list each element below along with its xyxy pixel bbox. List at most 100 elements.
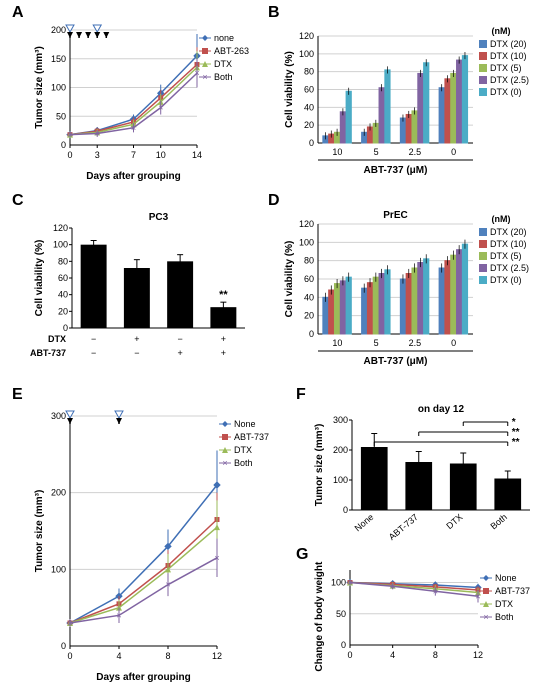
- svg-text:None: None: [495, 573, 517, 583]
- svg-text:50: 50: [56, 111, 66, 121]
- svg-text:100: 100: [51, 83, 66, 93]
- svg-text:DTX (0): DTX (0): [490, 275, 522, 285]
- svg-text:200: 200: [333, 445, 348, 455]
- svg-text:4: 4: [390, 650, 395, 660]
- svg-text:0: 0: [341, 640, 346, 650]
- svg-text:0: 0: [451, 338, 456, 348]
- svg-text:7: 7: [131, 150, 136, 160]
- svg-text:40: 40: [58, 290, 68, 300]
- svg-text:×: ×: [347, 578, 352, 588]
- svg-text:20: 20: [58, 306, 68, 316]
- svg-text:200: 200: [51, 25, 66, 35]
- chart-F: 0100200300on day 12Tumor size (mm³)NoneA…: [310, 400, 540, 550]
- svg-text:ABT-737: ABT-737: [495, 586, 530, 596]
- svg-text:200: 200: [51, 488, 66, 498]
- svg-text:**: **: [219, 289, 228, 301]
- svg-text:8: 8: [165, 651, 170, 661]
- svg-text:DTX (5): DTX (5): [490, 251, 522, 261]
- panel-label-A: A: [12, 4, 24, 22]
- svg-text:−: −: [91, 334, 96, 344]
- svg-text:0: 0: [347, 650, 352, 660]
- svg-text:80: 80: [58, 256, 68, 266]
- svg-text:0: 0: [309, 138, 314, 148]
- svg-text:DTX (10): DTX (10): [490, 51, 527, 61]
- svg-text:2.5: 2.5: [409, 147, 422, 157]
- svg-text:ABT-263: ABT-263: [214, 46, 249, 56]
- svg-text:Both: Both: [495, 612, 514, 622]
- svg-text:×: ×: [67, 618, 72, 628]
- svg-text:3: 3: [95, 150, 100, 160]
- svg-text:×: ×: [390, 581, 395, 591]
- svg-text:10: 10: [332, 338, 342, 348]
- svg-text:PC3: PC3: [149, 212, 169, 223]
- svg-text:4: 4: [116, 651, 121, 661]
- svg-text:DTX (20): DTX (20): [490, 227, 527, 237]
- svg-text:60: 60: [304, 274, 314, 284]
- svg-text:Cell viability (%): Cell viability (%): [284, 51, 295, 128]
- svg-text:0: 0: [343, 505, 348, 515]
- svg-text:Cell viability (%): Cell viability (%): [284, 241, 295, 318]
- svg-text:ABT-737: ABT-737: [30, 348, 66, 358]
- svg-text:80: 80: [304, 67, 314, 77]
- svg-text:20: 20: [304, 311, 314, 321]
- panel-label-D: D: [268, 192, 280, 210]
- svg-text:14: 14: [192, 150, 202, 160]
- panel-label-C: C: [12, 192, 24, 210]
- svg-text:100: 100: [331, 578, 346, 588]
- svg-text:100: 100: [51, 564, 66, 574]
- svg-text:DTX (10): DTX (10): [490, 239, 527, 249]
- svg-text:0: 0: [63, 323, 68, 333]
- svg-text:100: 100: [333, 475, 348, 485]
- svg-text:Tumor size (mm³): Tumor size (mm³): [34, 490, 45, 573]
- svg-text:×: ×: [214, 553, 219, 563]
- svg-text:120: 120: [299, 31, 314, 41]
- svg-text:DTX (2.5): DTX (2.5): [490, 263, 529, 273]
- svg-text:40: 40: [304, 102, 314, 112]
- svg-text:(nM): (nM): [492, 214, 511, 224]
- svg-text:DTX (2.5): DTX (2.5): [490, 75, 529, 85]
- svg-text:50: 50: [336, 609, 346, 619]
- svg-text:+: +: [221, 334, 226, 344]
- svg-text:12: 12: [473, 650, 483, 660]
- svg-text:DTX: DTX: [444, 512, 464, 531]
- svg-text:Days after grouping: Days after grouping: [86, 171, 180, 182]
- svg-text:0: 0: [451, 147, 456, 157]
- chart-A: 0501001502000371014×××××noneABT-263DTX×B…: [30, 20, 255, 185]
- chart-C: 020406080100120PC3Cell viability (%)DTX−…: [30, 208, 255, 376]
- svg-text:×: ×: [165, 580, 170, 590]
- svg-text:−: −: [134, 348, 139, 358]
- svg-text:×: ×: [131, 123, 136, 133]
- svg-text:ABT-737: ABT-737: [387, 512, 420, 542]
- svg-text:60: 60: [58, 273, 68, 283]
- svg-text:5: 5: [374, 338, 379, 348]
- svg-text:60: 60: [304, 85, 314, 95]
- svg-text:×: ×: [433, 586, 438, 596]
- svg-text:0: 0: [309, 329, 314, 339]
- svg-text:DTX: DTX: [495, 599, 513, 609]
- svg-text:0: 0: [67, 150, 72, 160]
- chart-B: 0204060801001201052.50ABT-737 (μM)Cell v…: [280, 20, 545, 185]
- svg-text:×: ×: [475, 591, 480, 601]
- svg-text:DTX (0): DTX (0): [490, 87, 522, 97]
- svg-text:20: 20: [304, 120, 314, 130]
- svg-text:ABT-737 (μM): ABT-737 (μM): [364, 165, 428, 176]
- svg-text:Cell viability (%): Cell viability (%): [34, 240, 45, 317]
- svg-text:PrEC: PrEC: [383, 210, 407, 221]
- panel-label-E: E: [12, 386, 23, 404]
- svg-text:5: 5: [374, 147, 379, 157]
- svg-text:on day 12: on day 12: [418, 404, 465, 415]
- svg-text:Both: Both: [488, 512, 509, 532]
- svg-text:×: ×: [116, 610, 121, 620]
- figure-page: A B C D E F G 0501001502000371014×××××no…: [0, 0, 550, 692]
- svg-text:Both: Both: [214, 72, 233, 82]
- svg-text:ABT-737 (μM): ABT-737 (μM): [364, 356, 428, 367]
- svg-text:150: 150: [51, 54, 66, 64]
- svg-text:100: 100: [299, 49, 314, 59]
- svg-text:DTX: DTX: [234, 445, 252, 455]
- svg-text:ABT-737: ABT-737: [234, 432, 269, 442]
- svg-text:300: 300: [51, 411, 66, 421]
- panel-label-F: F: [296, 386, 306, 404]
- svg-text:120: 120: [53, 223, 68, 233]
- svg-text:0: 0: [61, 641, 66, 651]
- svg-text:10: 10: [156, 150, 166, 160]
